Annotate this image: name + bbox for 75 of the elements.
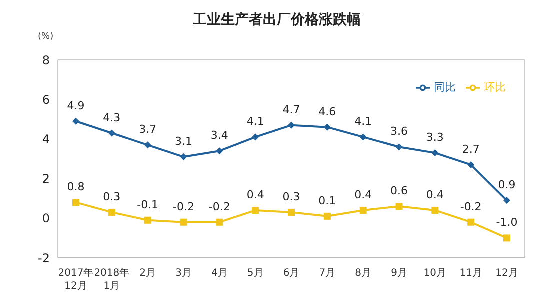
x-tick-label: 8月 — [355, 268, 372, 279]
point — [108, 208, 116, 216]
data-label: 0.6 — [390, 184, 408, 198]
data-label: 0.4 — [354, 188, 372, 202]
point — [72, 118, 80, 125]
point — [216, 148, 224, 155]
data-label: -0.2 — [208, 200, 230, 214]
data-label: 4.9 — [67, 99, 85, 112]
point — [504, 197, 510, 204]
data-label: -0.2 — [173, 200, 194, 214]
point — [252, 206, 260, 214]
data-label: -0.2 — [460, 200, 482, 214]
point — [180, 154, 188, 161]
y-tick-label: 4 — [42, 132, 50, 146]
data-label: 0.1 — [318, 194, 336, 208]
point — [288, 122, 295, 129]
y-tick-label: 8 — [42, 53, 50, 68]
point — [432, 150, 439, 157]
data-label: 4.7 — [282, 103, 300, 116]
x-tick-label: 5月 — [247, 268, 264, 279]
x-tick-label: 3月 — [176, 268, 192, 279]
data-label: 3.6 — [390, 125, 408, 138]
chart-title: 工业生产者出厂价格涨跌幅 — [192, 11, 362, 30]
x-tick-label: 12月 — [496, 268, 518, 279]
data-label: 0.3 — [103, 190, 121, 204]
point — [72, 199, 80, 206]
point — [108, 130, 116, 137]
data-label: 0.8 — [67, 180, 85, 194]
data-label: 0.4 — [246, 188, 264, 202]
x-tick-label: 6月 — [283, 268, 300, 279]
data-label: 4.6 — [318, 105, 336, 118]
point — [468, 218, 475, 226]
point — [360, 134, 367, 141]
y-tick-label: 2 — [42, 172, 50, 186]
y-tick-label: 6 — [42, 92, 50, 107]
data-label: 3.7 — [139, 123, 157, 136]
data-label: 3.4 — [210, 129, 228, 142]
point — [144, 142, 152, 149]
point — [180, 218, 188, 226]
point — [144, 216, 152, 224]
point — [324, 124, 331, 131]
x-tick-label: 2018年 1月 — [94, 267, 130, 292]
data-label: -1.0 — [496, 216, 518, 230]
legend-label: 环比 — [484, 81, 506, 94]
data-label: 4.1 — [246, 115, 264, 128]
data-label: 0.3 — [282, 190, 300, 204]
data-label: 4.1 — [354, 115, 372, 128]
data-label: 0.9 — [498, 178, 516, 192]
point — [324, 212, 331, 220]
point — [468, 161, 475, 168]
point — [288, 208, 295, 216]
x-tick-label: 4月 — [211, 268, 228, 279]
point — [216, 218, 224, 226]
y-tick-label: -2 — [38, 251, 50, 266]
legend-label: 同比 — [434, 81, 456, 94]
point — [396, 144, 403, 151]
point — [252, 134, 260, 141]
data-label: 2.7 — [462, 142, 480, 156]
data-label: -0.1 — [137, 198, 159, 212]
y-axis-title: (%) — [38, 32, 54, 42]
x-tick-label: 2月 — [140, 268, 156, 279]
point — [396, 203, 403, 210]
point — [504, 234, 510, 242]
x-tick-label: 9月 — [391, 268, 408, 279]
x-tick-label: 11月 — [460, 268, 482, 279]
data-label: 0.4 — [426, 188, 444, 202]
data-label: 4.3 — [103, 111, 121, 124]
data-label: 3.3 — [426, 131, 444, 144]
data-label: 3.1 — [175, 135, 192, 148]
x-tick-label: 10月 — [424, 268, 447, 279]
x-tick-label: 2017年 12月 — [58, 267, 94, 292]
y-tick-label: 0 — [42, 212, 50, 226]
point — [360, 206, 367, 214]
point — [432, 206, 439, 214]
x-tick-label: 7月 — [319, 268, 336, 279]
